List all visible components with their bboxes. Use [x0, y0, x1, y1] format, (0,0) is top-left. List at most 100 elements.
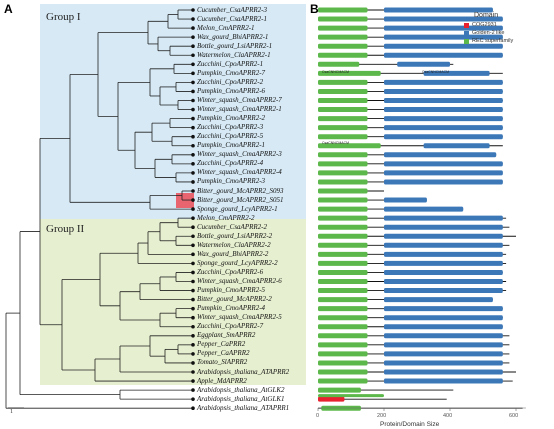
leaf-node-dot: [191, 361, 195, 365]
leaf-label: Sponge_gourd_LcyAPRR2-1: [197, 204, 278, 213]
rec-domain: [318, 315, 368, 321]
rec-domain: [318, 387, 361, 393]
golden2-domain: [384, 279, 503, 284]
leaf-label: Apple_MdAPRR2: [197, 376, 247, 385]
rec-domain: [318, 107, 368, 113]
golden2-domain: [423, 70, 490, 76]
leaf-node-dot: [191, 162, 195, 166]
leaf-node-dot: [191, 53, 195, 58]
rec-domain: [318, 16, 368, 22]
leaf-label: Arabidopsis_thaliana_AtGLK2: [197, 385, 285, 394]
group1-background: [40, 4, 306, 219]
leaf-node-dot: [191, 116, 195, 121]
bitter-gourd-highlight: [176, 193, 194, 208]
leaf-node-dot: [191, 370, 195, 374]
axis-tick-600: 600: [509, 413, 519, 419]
rec-domain: [318, 188, 368, 194]
leaf-label: Zucchini_CpoAPRR2-5: [197, 132, 264, 141]
golden2-domain: [384, 333, 503, 339]
leaf-node-dot: [191, 89, 195, 94]
golden2-domain: [384, 25, 503, 31]
panel-a-label: A: [4, 2, 13, 16]
rec-domain: [318, 25, 368, 31]
leaf-label: Bottle_gourd_LsiAPRR2-2: [197, 231, 273, 240]
leaf-node-dot: [191, 189, 195, 193]
leaf-label: Bitter_gourd_McAPRR2_S093: [197, 186, 284, 195]
group1-title: Group I: [46, 11, 81, 23]
axis-tick-400: 400: [443, 413, 453, 419]
leaf-label: Wax_gourd_BhiAPRR2-2: [197, 249, 269, 258]
leaf-node-dot: [191, 98, 195, 103]
leaf-node-dot: [191, 80, 195, 85]
rec-domain: [318, 52, 368, 58]
legend-title: Domain: [474, 12, 499, 19]
leaf-node-dot: [191, 388, 195, 392]
leaf-node-dot: [191, 252, 195, 257]
golden2-domain: [384, 43, 503, 49]
golden2-domain: [384, 125, 503, 131]
leaf-node-dot: [191, 324, 195, 329]
rec-domain: [318, 215, 368, 221]
leaf-label: Zucchini_CpoAPRR2-6: [197, 267, 264, 276]
group2-title: Group II: [46, 223, 85, 235]
panel-b-label: B: [310, 2, 319, 16]
leaf-label: Zucchini_CpoAPRR2-1: [197, 59, 264, 68]
leaf-label: Cucumber_CsaAPRR2-3: [197, 5, 267, 14]
axis-tick-0: 0: [316, 413, 320, 419]
legend-swatch-rec: [464, 39, 469, 44]
leaf-label: Watermelon_ClaAPRR2-1: [197, 50, 271, 59]
rec-domain: [318, 34, 368, 40]
golden2-domain: [384, 206, 464, 212]
rec-domain: [318, 125, 368, 131]
golden2-domain: [384, 297, 493, 303]
rec-domain: [318, 260, 368, 266]
bar-text-2: CsaCNNCMACM: [422, 70, 450, 74]
leaf-label: Zucchini_CpoAPRR2-3: [197, 123, 264, 132]
rec-domain: [318, 7, 368, 13]
leaf-node-dot: [191, 334, 195, 338]
leaf-label: Tomato_SlAPRR2: [197, 358, 248, 367]
leaf-node-dot: [191, 261, 195, 266]
leaf-label: Winter_squash_CmaAPRR2-6: [197, 277, 282, 285]
leaf-label: Watermelon_ClaAPRR2-2: [197, 240, 271, 249]
leaf-label: Winter_squash_CmaAPRR2-4: [197, 168, 282, 177]
leaf-label: Pepper_CaAPRR2: [197, 349, 250, 358]
golden2-domain: [423, 143, 490, 149]
leaf-label: Winter_squash_CmaAPRR2-3: [197, 150, 282, 159]
leaf-label: Melon_CmAPRR2-1: [197, 23, 255, 32]
golden2-domain: [384, 306, 503, 312]
legend-item-rec: REC superfamily: [472, 38, 514, 44]
golden2-domain: [384, 351, 503, 357]
leaf-node-dot: [191, 134, 195, 139]
leaf-node-dot: [191, 198, 195, 202]
leaf-label: Winter_squash_CmaAPRR2-1: [197, 105, 282, 114]
leaf-label: Sponge_gourd_LcyAPRR2-2: [197, 258, 278, 267]
leaf-node-dot: [191, 207, 195, 211]
rec-domain: [318, 116, 368, 122]
golden2-domain: [384, 134, 503, 140]
golden2-domain: [384, 324, 503, 330]
leaf-node-dot: [191, 352, 195, 356]
leaf-node-dot: [191, 343, 195, 347]
leaf-label: Zucchini_CpoAPRR2-2: [197, 77, 264, 86]
legend-swatch-golden: [464, 31, 469, 36]
golden2-domain: [384, 152, 497, 158]
axis-title: Protein/Domain Size: [380, 421, 440, 428]
rec-domain: [318, 79, 368, 85]
rec-domain: [318, 378, 368, 384]
golden2-domain: [384, 342, 503, 348]
leaf-label: Melon_CmAPRR2-2: [197, 213, 255, 222]
golden2-domain: [384, 288, 503, 294]
leaf-label: Cucumber_CsaAPRR2-1: [197, 14, 267, 23]
leaf-label: Wax_gourd_BhiAPRR2-1: [197, 32, 269, 41]
golden2-domain: [384, 242, 503, 248]
leaf-label: Zucchini_CpoAPRR2-7: [197, 322, 264, 331]
leaf-label: Bitter_gourd_McAPRR2-2: [197, 295, 272, 304]
leaf-node-dot: [191, 297, 195, 302]
rec-domain: [318, 179, 368, 185]
leaf-node-dot: [191, 107, 195, 112]
golden2-domain: [384, 378, 503, 384]
rec-domain: [318, 98, 368, 103]
leaf-label: Pumpkin_CmoAPRR2-1: [197, 141, 266, 150]
